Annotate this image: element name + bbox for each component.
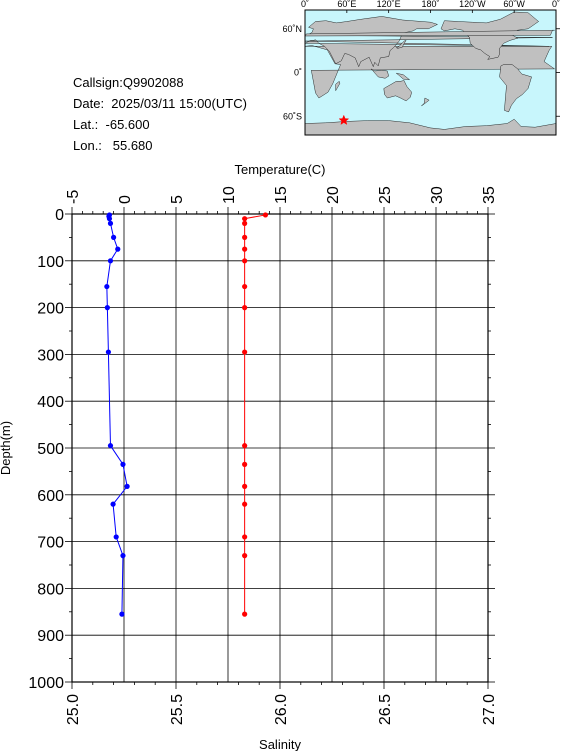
depth-tick-label: 1000 [28,675,64,692]
map-lon-label: 180˚ [421,0,439,9]
data-point-temperature [104,305,110,311]
station-marker [338,114,350,125]
bottom-tick-label: 25.5 [169,694,186,725]
depth-tick-label: 900 [37,628,64,645]
bottom-tick-label: 26.0 [273,694,290,725]
data-point-salinity [242,534,248,540]
series-line-salinity [244,214,266,615]
top-tick-label: 30 [429,186,446,204]
data-point-temperature [104,283,110,290]
landmass-10 [421,97,430,107]
chart-grid [71,213,489,683]
data-point-temperature [107,220,114,226]
map-lon-label: 60˚E [337,0,356,9]
y-axis-title: Depth(m) [0,421,13,475]
data-point-salinity [242,305,248,311]
map-lon-label: 120˚E [377,0,401,9]
data-point-salinity [242,483,248,489]
depth-tick-label: 200 [37,301,64,318]
depth-tick-label: 0 [55,207,64,224]
station-info: Callsign:Q9902088 Date: 2025/03/11 15:00… [73,72,247,156]
data-point-temperature [111,234,117,240]
data-point-salinity [242,461,248,467]
station-star-icon [338,114,350,125]
top-tick-label: 25 [377,186,394,204]
map-landmasses [304,11,557,136]
depth-tick-label: 800 [37,581,64,598]
data-point-temperature [106,216,113,222]
data-point-temperature [107,258,114,264]
data-point-temperature [110,501,116,507]
data-point-temperature [113,534,119,540]
depth-tick-label: 700 [37,535,64,552]
depth-tick-label: 400 [37,394,64,411]
landmass-6 [371,68,389,79]
bottom-tick-label: 27.0 [481,694,498,725]
bottom-axis-title: Salinity [259,737,301,751]
depth-tick-label: 600 [37,488,64,505]
depth-tick-label: 100 [37,254,64,271]
latitude-text: Lat.: -65.600 [73,117,150,132]
data-point-temperature [119,611,125,617]
landmass-3 [440,11,539,60]
landmass-4 [499,64,532,113]
map-lat-label: 0˚ [294,68,302,78]
data-point-salinity [242,501,248,507]
top-axis-title: Temperature(C) [234,162,325,177]
map-lon-label: 0˚ [301,0,309,9]
data-point-salinity [242,349,248,355]
top-tick-label: -5 [65,190,82,204]
data-point-salinity [242,553,248,559]
bottom-tick-label: 25.0 [65,694,82,725]
landmass-7 [396,73,411,81]
data-point-salinity [262,212,269,218]
top-tick-label: 0 [117,195,134,204]
data-point-temperature [120,553,126,559]
landmass-11 [304,30,555,37]
data-point-salinity [242,220,248,226]
data-point-salinity [242,234,248,240]
map-lon-label: 0˚ [552,0,560,9]
date-text: Date: 2025/03/11 15:00(UTC) [73,96,247,111]
data-point-salinity [242,216,248,222]
depth-tick-label: 300 [37,347,64,364]
callsign-text: Callsign:Q9902088 [73,75,184,90]
depth-tick-label: 500 [37,441,64,458]
landmass-5 [395,40,407,49]
landmass-8 [335,80,341,92]
map-lat-label: 60˚S [283,111,302,121]
data-point-salinity [242,611,248,617]
data-point-temperature [115,246,121,252]
data-point-salinity [242,443,248,449]
landmass-2 [383,80,412,102]
landmass-1 [304,16,553,68]
longitude-text: Lon.: 55.680 [73,138,153,153]
data-point-salinity [242,246,248,252]
data-point-temperature [105,349,111,355]
world-map: 0˚ 60˚E 120˚E 180˚ 120˚W 60˚W 0˚ 60˚N 0˚ 60˚S [282,0,560,136]
data-point-salinity [242,283,248,290]
data-point-temperature [120,461,126,467]
top-tick-label: 35 [481,186,498,204]
map-lon-label: 60˚W [503,0,525,9]
map-lat-label: 60˚N [282,24,302,34]
top-tick-label: 5 [169,195,186,204]
data-point-temperature [124,483,130,489]
top-tick-label: 20 [325,186,342,204]
data-point-salinity [242,258,248,264]
map-labels: 0˚ 60˚E 120˚E 180˚ 120˚W 60˚W 0˚ 60˚N 0˚ 60˚S [282,0,560,121]
map-lon-label: 120˚W [459,0,486,9]
bottom-tick-label: 26.5 [377,694,394,725]
top-tick-label: 15 [273,186,290,204]
data-point-temperature [107,443,114,449]
top-tick-label: 10 [221,186,238,204]
chart-series [104,212,269,617]
